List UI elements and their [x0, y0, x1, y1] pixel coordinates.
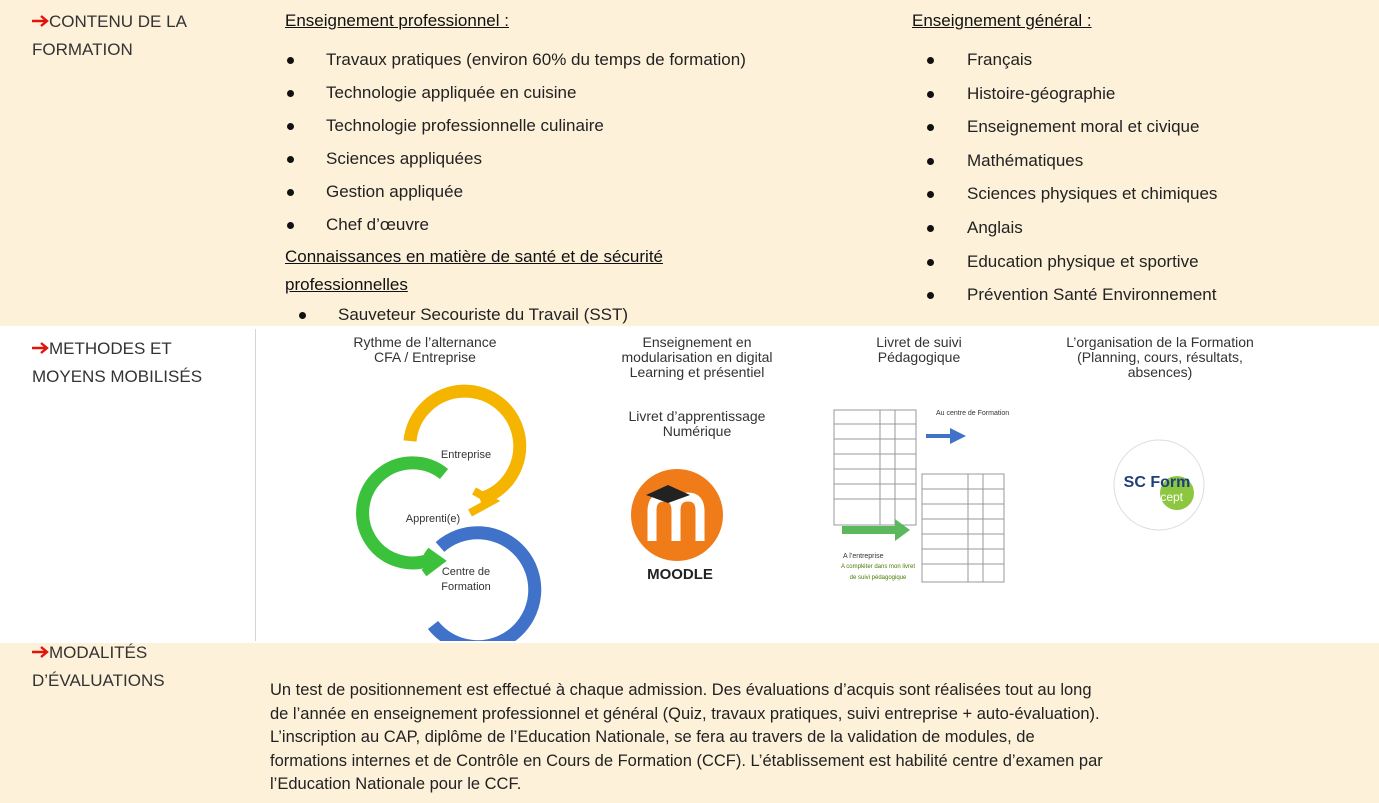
livret-text: Au centre de Formation [936, 410, 1009, 417]
bullet [927, 90, 934, 98]
bullet [927, 157, 934, 165]
paragraph-line: l’Education Nationale pour le CCF. [270, 775, 522, 793]
bullet [287, 189, 294, 196]
list-item: Technologie appliquée en cuisine [326, 83, 577, 102]
caption: Pédagogique [877, 349, 961, 365]
caption: CFA / Entreprise [374, 349, 476, 365]
column-divider [255, 329, 256, 641]
list-item: Chef d’œuvre [326, 215, 429, 234]
arrow-icon [32, 342, 49, 354]
livret-docs [833, 409, 1005, 583]
bullet [287, 90, 294, 97]
livret-note: A compléter dans mon livret [841, 564, 915, 570]
bullet [927, 258, 934, 266]
livret-text: A l’entreprise [843, 553, 884, 560]
caption: modularisation en digital [621, 349, 773, 365]
section-heading: Enseignement professionnel : [285, 11, 509, 30]
list-item: Mathématiques [967, 150, 1084, 170]
logo-text: concept [1141, 490, 1184, 504]
paragraph-line: de l’année en enseignement professionnel… [270, 704, 1100, 723]
bullet [287, 123, 294, 130]
list-item: Technologie professionnelle culinaire [326, 116, 604, 135]
bullet [287, 222, 294, 229]
bullet [927, 124, 934, 132]
logo-text: SC Form [1124, 474, 1191, 491]
list-item: Travaux pratiques (environ 60% du temps … [326, 50, 746, 69]
list-item: Gestion appliquée [326, 182, 464, 201]
caption: (Planning, cours, résultats, [1077, 349, 1243, 365]
list-item: Sciences physiques et chimiques [967, 184, 1218, 204]
moodle-logo [631, 469, 723, 561]
caption: Learning et présentiel [629, 364, 765, 380]
list-item: Sciences appliquées [326, 149, 482, 168]
caption: Numérique [662, 423, 732, 439]
row-label: MODALITÉS D’ÉVALUATIONS [32, 639, 237, 695]
caption: Livret de suivi [876, 334, 962, 350]
cycle-diagram [356, 384, 542, 641]
arrow-icon [32, 646, 49, 658]
bullet [287, 156, 294, 163]
caption: L’organisation de la Formation [1066, 334, 1254, 350]
bullet [927, 191, 934, 199]
section-heading: Connaissances en matière de santé et de … [285, 247, 664, 266]
list-item: Education physique et sportive [967, 251, 1199, 271]
modalites-row: MODALITÉS D’ÉVALUATIONS Un test de posit… [0, 643, 1379, 803]
cycle-step: Apprenti(e) [406, 513, 460, 525]
bullet [299, 312, 306, 319]
cycle-step: Formation [441, 581, 491, 593]
caption: Rythme de l’alternance [353, 334, 497, 350]
scform-logo [1113, 439, 1205, 531]
bullet [927, 225, 934, 232]
paragraph-line: L’inscription au CAP, diplôme de l’Educa… [270, 728, 1035, 746]
row-label: CONTENU DE LA FORMATION [32, 8, 237, 64]
list-item: Enseignement moral et civique [967, 117, 1200, 137]
bullet [927, 57, 934, 64]
label-text: MODALITÉS D’ÉVALUATIONS [32, 643, 165, 690]
cycle-step: Centre de [442, 566, 490, 578]
contenu-row: CONTENU DE LA FORMATION Enseignement pro… [0, 0, 1379, 326]
list-item: Histoire-géographie [967, 83, 1116, 103]
illustrations: Entreprise Apprenti(e) Centre de Formati… [356, 384, 1205, 641]
paragraph-line: formations internes et de Contrôle en Co… [270, 751, 1103, 770]
label-text: METHODES ET MOYENS MOBILISÉS [32, 339, 203, 386]
caption: Livret d’apprentissage [628, 408, 766, 424]
caption: absences) [1127, 364, 1193, 380]
section-heading: Enseignement général : [912, 11, 1092, 30]
cycle-step: Entreprise [441, 449, 491, 461]
list-item: Prévention Santé Environnement [967, 285, 1217, 305]
label-text: CONTENU DE LA FORMATION [32, 12, 186, 59]
list-item: Français [967, 50, 1033, 69]
section-heading: professionnelles [285, 275, 408, 294]
row-label: METHODES ET MOYENS MOBILISÉS [32, 335, 237, 391]
caption: Enseignement en [642, 334, 752, 350]
methodes-row: METHODES ET MOYENS MOBILISÉS Entreprise … [0, 329, 1379, 641]
paragraph-line: Un test de positionnement est effectué à… [270, 681, 1092, 699]
arrow-icon [32, 15, 49, 27]
logo-text: MOODLE [647, 566, 713, 583]
list-item: Sauveteur Secouriste du Travail (SST) [338, 305, 629, 324]
list-item: Anglais [967, 218, 1023, 237]
livret-note: de suivi pédagogique [850, 575, 907, 581]
bullet [287, 57, 294, 64]
bullet [927, 292, 934, 300]
